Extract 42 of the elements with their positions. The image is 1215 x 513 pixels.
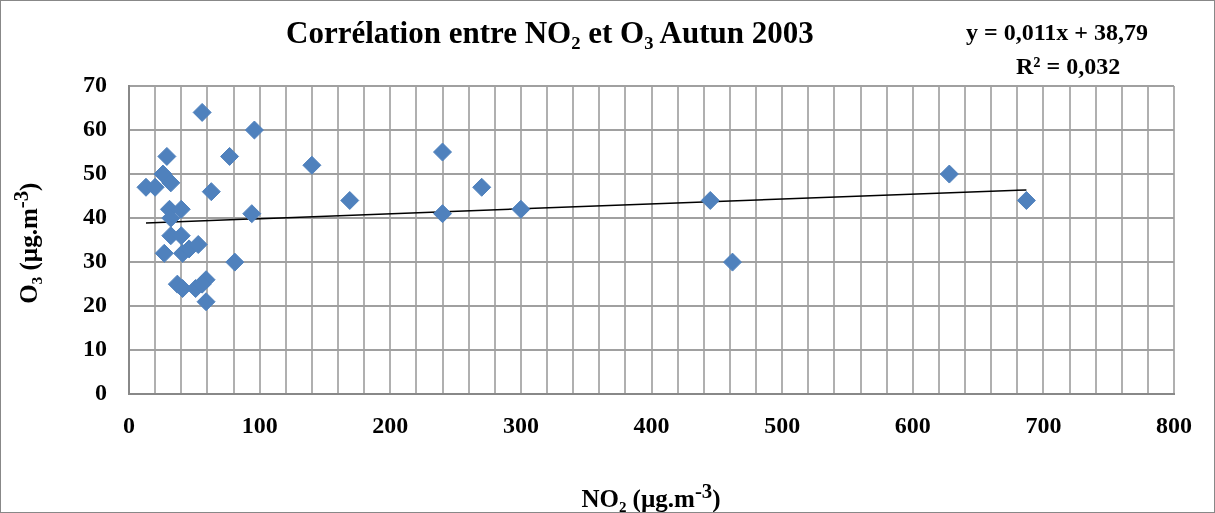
x-tick-label: 100: [241, 411, 278, 438]
point: [157, 146, 177, 166]
x-tick-label: 300: [502, 411, 539, 438]
y-tick-label: 70: [83, 71, 107, 98]
point: [225, 252, 245, 272]
point: [196, 292, 216, 312]
point: [722, 252, 742, 272]
point: [433, 142, 452, 162]
point: [939, 164, 959, 184]
point: [201, 182, 221, 202]
text: R² = 0,032: [1016, 53, 1121, 80]
chart-title: Corrélation entre NO₂ et O₃ Autun 2003: [286, 15, 814, 51]
y-tick-label: 50: [83, 159, 107, 186]
point: [433, 204, 452, 224]
y-tick-label: 20: [83, 291, 107, 318]
x-tick-label: 0: [123, 411, 135, 438]
y-tick-label: 40: [83, 203, 107, 230]
point: [242, 204, 262, 224]
y-tick-label: 10: [83, 335, 107, 362]
point: [154, 243, 174, 263]
x-tick-label: 600: [894, 411, 931, 438]
point: [188, 235, 208, 254]
y-tick-label: 60: [83, 115, 107, 142]
point: [244, 120, 264, 140]
x-axis-title: NO₂ (µg.m$^{-3}$): [580, 479, 722, 513]
point: [340, 190, 360, 210]
x-tick-label: 500: [764, 411, 801, 438]
point: [302, 155, 322, 175]
y-tick-label: 30: [83, 247, 107, 274]
point: [700, 190, 720, 210]
point: [472, 177, 492, 197]
point: [220, 146, 240, 166]
point: [1016, 190, 1036, 210]
y-tick-label: 0: [95, 379, 107, 406]
point: [511, 199, 531, 219]
text: y = 0,011x + 38,79: [966, 19, 1149, 46]
point: [161, 173, 181, 193]
x-tick-label: 800: [1156, 411, 1192, 438]
x-tick-label: 200: [372, 411, 409, 438]
point: [192, 102, 212, 122]
x-tick-label: 700: [1025, 411, 1062, 438]
x-tick-label: 400: [633, 411, 670, 438]
